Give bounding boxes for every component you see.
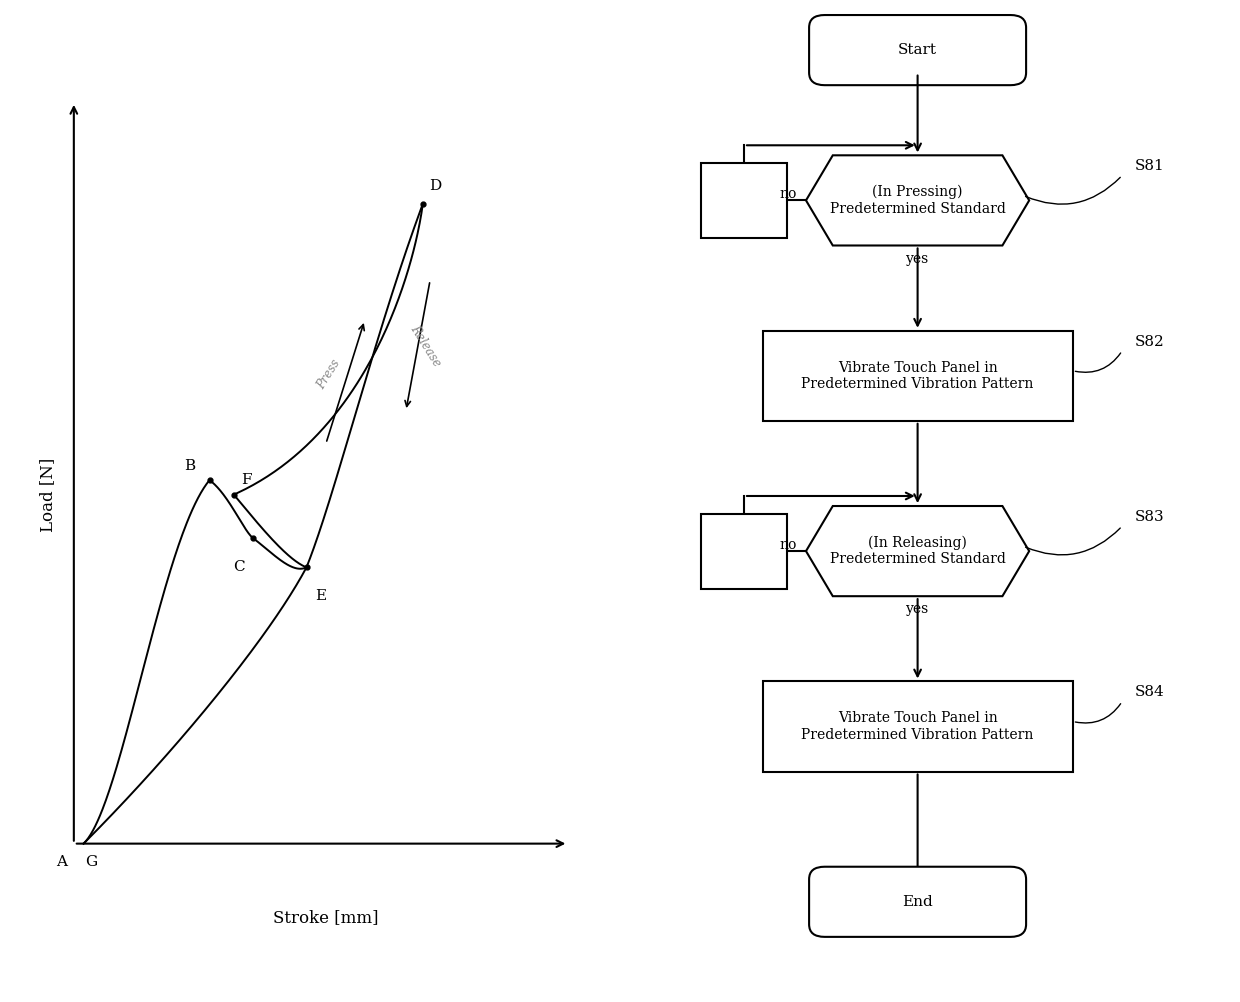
Text: S81: S81 [1135,159,1164,173]
Text: yes: yes [906,252,929,266]
Text: Start: Start [898,43,937,57]
Text: Stroke [mm]: Stroke [mm] [273,909,378,926]
Text: E: E [315,589,326,603]
Text: B: B [185,459,196,473]
Text: S82: S82 [1135,335,1164,349]
Text: S83: S83 [1135,510,1164,524]
Polygon shape [806,155,1029,245]
Bar [763,681,1073,772]
Text: Load [N]: Load [N] [38,458,56,532]
Text: A: A [56,855,67,869]
Text: S84: S84 [1135,685,1164,699]
Text: yes: yes [906,602,929,616]
Text: no: no [779,187,797,201]
Bar [701,513,787,589]
Text: G: G [84,855,97,869]
Text: (In Pressing)
Predetermined Standard: (In Pressing) Predetermined Standard [830,185,1006,215]
Text: Release: Release [408,323,443,369]
Polygon shape [806,506,1029,596]
Text: End: End [903,895,932,909]
Text: Vibrate Touch Panel in
Predetermined Vibration Pattern: Vibrate Touch Panel in Predetermined Vib… [801,361,1034,391]
Text: (In Releasing)
Predetermined Standard: (In Releasing) Predetermined Standard [830,536,1006,566]
FancyBboxPatch shape [808,15,1025,85]
Text: F: F [241,473,252,487]
Bar [763,331,1073,421]
FancyBboxPatch shape [808,867,1025,937]
Bar [701,163,787,238]
Text: D: D [429,178,441,192]
Text: C: C [233,560,244,574]
Text: Vibrate Touch Panel in
Predetermined Vibration Pattern: Vibrate Touch Panel in Predetermined Vib… [801,711,1034,741]
Text: Press: Press [314,358,342,392]
Text: no: no [779,538,797,552]
